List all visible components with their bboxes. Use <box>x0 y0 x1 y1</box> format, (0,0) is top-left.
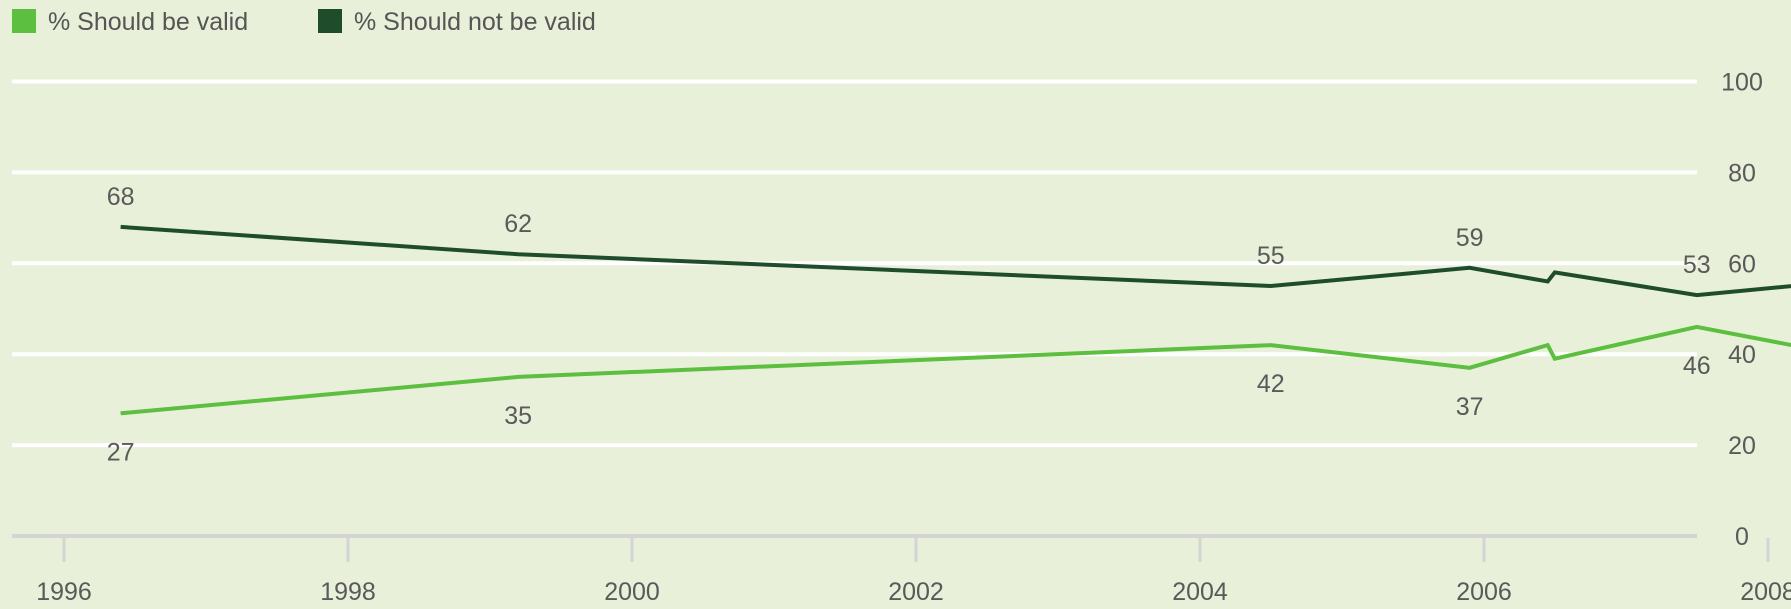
y-tick-label-80: 80 <box>1728 159 1756 187</box>
data-label-s1-3: 59 <box>1456 224 1484 252</box>
data-label-s1-0: 68 <box>107 183 135 211</box>
x-tick-label-1998: 1998 <box>320 578 376 606</box>
x-axis: 1996199820002002200420062008201020122014… <box>36 538 1791 606</box>
y-tick-label-60: 60 <box>1728 250 1756 278</box>
x-tick-label-2008: 2008 <box>1740 578 1791 606</box>
series-lines <box>120 224 1791 416</box>
y-tick-label-20: 20 <box>1728 432 1756 460</box>
legend-label-1: % Should not be valid <box>354 8 596 36</box>
legend: % Should be valid % Should not be valid <box>12 8 596 36</box>
data-label-s0-1: 35 <box>504 402 532 430</box>
y-tick-label-40: 40 <box>1728 341 1756 369</box>
legend-swatch-1 <box>318 9 342 33</box>
y-tick-label-0: 0 <box>1735 523 1749 551</box>
data-label-s0-3: 37 <box>1456 393 1484 421</box>
y-axis: 0 20 40 60 80 100 <box>1721 69 1763 552</box>
data-label-s1-2: 55 <box>1257 242 1285 270</box>
x-tick-label-2002: 2002 <box>888 578 944 606</box>
x-tick-label-2004: 2004 <box>1172 578 1228 606</box>
y-tick-label-100: 100 <box>1721 69 1763 97</box>
data-label-s0-2: 42 <box>1257 370 1285 398</box>
x-tick-label-2000: 2000 <box>604 578 660 606</box>
series-line-1 <box>120 224 1791 298</box>
data-label-s1-6: 53 <box>1683 251 1711 279</box>
legend-swatch-0 <box>12 9 36 33</box>
legend-label-0: % Should be valid <box>48 8 248 36</box>
data-label-s0-6: 46 <box>1683 352 1711 380</box>
data-label-s0-0: 27 <box>107 438 135 466</box>
x-tick-label-2006: 2006 <box>1456 578 1512 606</box>
data-label-s1-1: 62 <box>504 210 532 238</box>
x-tick-label-1996: 1996 <box>36 578 92 606</box>
gridlines <box>12 79 1697 538</box>
series-line-0 <box>120 324 1791 416</box>
data-labels: 2735423746405353556061646768625559535745… <box>107 183 1711 466</box>
